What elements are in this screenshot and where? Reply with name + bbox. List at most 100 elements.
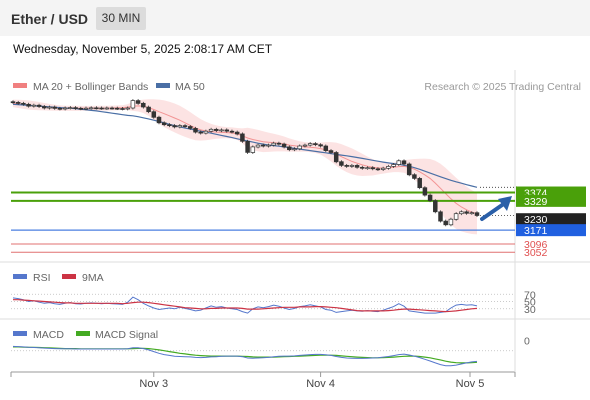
candle	[94, 107, 99, 110]
x-tick-label: Nov 4	[306, 378, 335, 390]
macd-legend: MACD MACD Signal	[13, 329, 158, 341]
candle	[234, 131, 240, 135]
chart-header: Ether / USD 30 MIN	[0, 0, 590, 36]
candle	[365, 167, 370, 170]
macd-line	[12, 345, 478, 367]
macd-panel: 0	[11, 336, 530, 367]
rsi-ref-label-50: 50	[524, 297, 536, 309]
candle	[438, 211, 443, 222]
candle	[459, 211, 464, 215]
candle	[380, 167, 386, 170]
candle	[260, 144, 266, 147]
legend-rsi: RSI	[33, 272, 51, 284]
candle	[104, 107, 110, 110]
candle	[99, 107, 104, 110]
chart-datetime: Wednesday, November 5, 2025 2:08:17 AM C…	[13, 42, 273, 56]
candle	[370, 167, 375, 170]
candle	[73, 107, 78, 109]
candle	[464, 211, 469, 214]
legend-rsi-ma: 9MA	[82, 272, 104, 284]
level-tag-bg	[516, 194, 586, 207]
legend-macd-signal: MACD Signal	[95, 329, 158, 341]
rsi-ref-label-70: 70	[524, 289, 536, 301]
candle	[386, 166, 391, 169]
candle	[203, 130, 209, 134]
rsi-ma-line	[13, 299, 478, 313]
candle	[250, 146, 256, 153]
candle	[323, 145, 329, 151]
candle	[453, 213, 459, 220]
x-tick-label: Nov 5	[456, 378, 485, 390]
candle	[229, 130, 235, 133]
candle	[333, 152, 339, 163]
candle	[396, 160, 402, 165]
candle	[245, 140, 250, 153]
level-label-3052: 3052	[524, 247, 548, 259]
candle	[417, 178, 422, 189]
candle	[297, 145, 302, 150]
resistance-tag-pointer	[516, 186, 526, 206]
candle	[177, 125, 183, 128]
ma20-line	[12, 102, 478, 215]
candle	[360, 166, 365, 169]
candle	[240, 133, 245, 142]
candle	[266, 144, 271, 147]
candle	[188, 126, 193, 129]
candle	[52, 106, 57, 109]
candle	[172, 125, 177, 128]
candle	[78, 107, 84, 110]
timeframe-button[interactable]: 30 MIN	[96, 7, 146, 30]
candle	[219, 129, 224, 132]
candle	[281, 143, 287, 148]
candle	[214, 128, 219, 131]
candle	[156, 116, 162, 124]
candle	[349, 165, 355, 167]
candle	[271, 142, 276, 146]
candle	[125, 107, 130, 110]
candle	[146, 106, 151, 113]
legend-macd: MACD	[33, 329, 64, 341]
candle	[83, 107, 89, 110]
candle	[182, 125, 188, 127]
candle	[151, 111, 157, 118]
candle	[224, 129, 230, 132]
candle	[135, 100, 141, 104]
candle	[10, 101, 16, 104]
legend-ma50: MA 50	[175, 81, 205, 93]
candle	[255, 144, 261, 148]
candle	[427, 194, 433, 202]
macd-ref-label-0: 0	[524, 336, 530, 348]
candle	[469, 212, 475, 215]
candle	[328, 150, 334, 153]
candle	[443, 220, 448, 226]
candle	[391, 164, 396, 167]
candle	[406, 163, 412, 176]
candle	[167, 124, 172, 127]
candle	[433, 200, 438, 213]
rsi-line	[12, 296, 478, 314]
candle	[115, 107, 120, 110]
level-tag-bg	[516, 224, 586, 237]
candle	[313, 143, 318, 146]
x-axis: Nov 3 Nov 4 Nov 5	[10, 372, 516, 390]
candle	[141, 102, 146, 108]
chart-credit: Research © 2025 Trading Central	[424, 81, 581, 93]
candle	[287, 146, 292, 151]
candle	[318, 144, 323, 147]
candle	[198, 131, 203, 134]
candle	[15, 102, 21, 104]
candle	[130, 100, 136, 109]
instrument-title: Ether / USD	[11, 11, 89, 27]
rsi-legend: RSI 9MA	[13, 272, 104, 284]
candle	[21, 102, 26, 105]
candle	[120, 108, 125, 110]
candle	[193, 128, 198, 133]
candle	[62, 107, 68, 110]
candle	[68, 107, 73, 109]
candle	[302, 144, 308, 147]
price-legend: MA 20 + Bollinger Bands MA 50	[13, 81, 205, 93]
candle	[375, 168, 381, 171]
